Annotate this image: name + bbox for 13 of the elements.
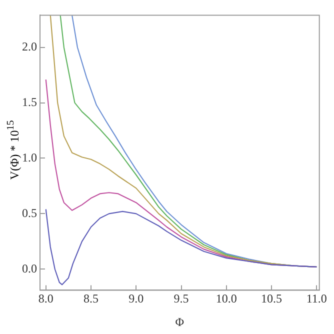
x-tick-label: 9.5 bbox=[174, 292, 189, 306]
x-tick-label: 8.0 bbox=[38, 292, 54, 306]
y-tick-label: 0.5 bbox=[22, 206, 37, 220]
x-axis-title: Φ bbox=[175, 314, 184, 329]
x-tick-label: 10.0 bbox=[216, 292, 237, 306]
y-tick-label: 1.0 bbox=[22, 150, 37, 164]
y-tick-label: 0.0 bbox=[22, 261, 37, 276]
x-tick-label: 9.0 bbox=[128, 292, 144, 306]
y-tick-label: 2.0 bbox=[22, 40, 37, 54]
y-tick-label: 1.5 bbox=[22, 94, 37, 109]
x-tick-label: 8.5 bbox=[83, 292, 98, 306]
x-tick-label: 10.5 bbox=[261, 292, 282, 306]
x-tick-label: 11.0 bbox=[306, 292, 327, 306]
